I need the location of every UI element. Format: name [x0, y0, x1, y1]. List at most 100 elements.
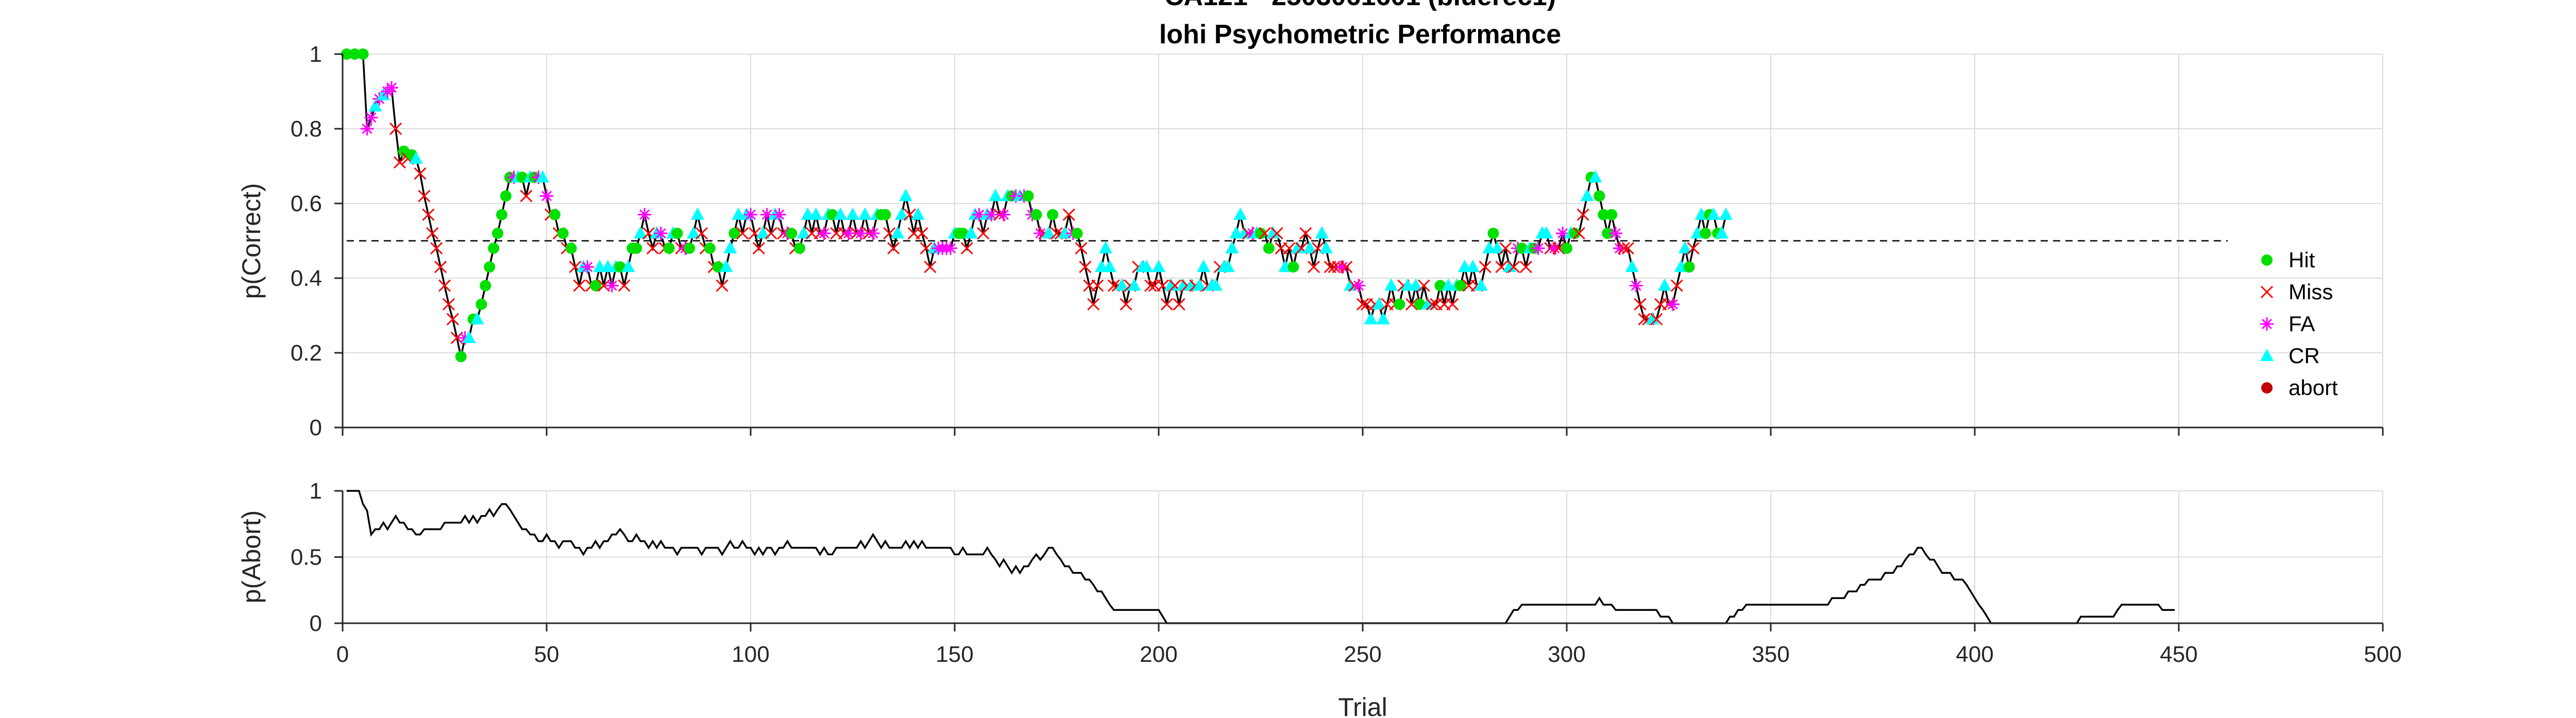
x-tick-label: 300: [1548, 642, 1585, 667]
miss-marker: [1621, 242, 1634, 255]
miss-marker: [1062, 208, 1075, 221]
x-ticks: 0 50 100 150 200 250 300 350 400 450 500: [336, 642, 2402, 667]
miss-marker: [1270, 227, 1283, 240]
miss-marker: [977, 227, 990, 240]
fa-marker: [605, 279, 619, 293]
cr-marker: [809, 207, 823, 220]
fa-marker: [1352, 279, 1366, 293]
cr-marker: [964, 226, 978, 238]
cr-marker: [1364, 312, 1378, 324]
miss-marker: [438, 279, 451, 292]
fa-marker: [1033, 227, 1047, 240]
y-tick-label: 0.4: [291, 266, 322, 291]
hit-marker: [590, 280, 602, 292]
hit-marker: [492, 228, 503, 239]
miss-marker: [418, 190, 431, 202]
miss-marker: [1356, 298, 1369, 311]
x-tick-label: 500: [2364, 642, 2401, 667]
hit-marker: [2261, 254, 2273, 266]
cr-marker: [1715, 226, 1728, 238]
hit-marker: [631, 243, 642, 254]
cr-marker: [634, 226, 648, 238]
cr-marker: [723, 241, 737, 253]
hit-marker: [476, 298, 487, 310]
hit-marker: [1394, 298, 1405, 310]
hit-marker: [480, 280, 492, 292]
cr-marker: [1266, 226, 1280, 238]
fa-marker: [817, 227, 831, 240]
p-correct-axis-label: p(Correct): [237, 183, 266, 299]
performance-axes: 0 0.2 0.4 0.6 0.8 1 p(Correct) Hit Miss FA CR abo…: [237, 42, 2384, 440]
hit-marker: [1030, 209, 1042, 220]
fa-marker: [458, 331, 472, 345]
miss-marker: [1479, 261, 1492, 273]
miss-marker: [1075, 242, 1088, 255]
miss-marker: [1519, 261, 1532, 273]
hit-marker: [349, 48, 361, 60]
cr-marker: [1678, 241, 1692, 253]
abort-axis-lines: [334, 490, 2384, 631]
cr-marker: [1115, 278, 1129, 291]
hit-marker: [1561, 243, 1572, 254]
fa-marker: [581, 260, 595, 274]
x-tick-label: 100: [732, 642, 769, 667]
cr-marker: [1376, 312, 1390, 324]
fa-marker: [1009, 189, 1023, 203]
hit-marker: [1071, 228, 1083, 239]
miss-marker: [422, 208, 435, 221]
hit-marker: [728, 228, 740, 239]
cr-marker: [1127, 278, 1141, 291]
hit-marker: [549, 209, 561, 220]
miss-marker: [916, 227, 928, 240]
cr-marker: [1719, 207, 1733, 220]
hit-marker: [1569, 228, 1581, 239]
y-tick-label: 0.5: [291, 545, 322, 570]
hit-marker: [879, 209, 891, 220]
cr-marker: [1580, 189, 1594, 201]
cr-marker: [911, 207, 925, 220]
cr-marker: [719, 260, 733, 272]
y-tick-label: 0.2: [291, 340, 322, 366]
fa-marker: [772, 208, 786, 221]
miss-marker: [1446, 298, 1459, 311]
fa-marker: [1246, 227, 1260, 240]
cr-marker: [895, 207, 909, 220]
miss-marker: [1634, 298, 1647, 311]
cr-marker: [1099, 241, 1113, 253]
miss-marker: [573, 279, 586, 292]
cr-marker: [1140, 260, 1154, 272]
legend: Hit Miss FA CR abort: [2260, 248, 2338, 400]
fa-marker: [854, 227, 868, 240]
miss-marker: [1687, 242, 1700, 255]
hit-marker: [1455, 280, 1467, 292]
miss-marker: [1144, 279, 1157, 292]
y-tick-label: 0: [310, 415, 322, 440]
miss-marker: [1617, 242, 1630, 255]
cr-marker: [1372, 297, 1386, 310]
x-tick-label: 0: [336, 642, 349, 667]
fa-marker: [1548, 242, 1562, 255]
miss-marker: [1417, 279, 1430, 292]
cr-marker: [1625, 260, 1639, 272]
hit-marker: [496, 209, 507, 220]
fa-marker: [866, 227, 880, 240]
y-tick-label: 0.6: [291, 191, 322, 216]
miss-marker: [1307, 261, 1320, 273]
miss-marker: [2260, 285, 2274, 299]
hit-marker: [1598, 209, 1609, 220]
legend-label: Miss: [2289, 280, 2333, 304]
abort-axes: 00.51 0 50 100 150 200 250 300 350 400 450 500 p(A…: [237, 478, 2402, 718]
fa-marker: [972, 208, 986, 221]
cr-marker: [891, 226, 905, 238]
cr-marker: [1209, 278, 1223, 291]
trial-axis-label: Trial: [1338, 693, 1387, 718]
cr-marker: [1238, 226, 1251, 238]
miss-marker: [430, 242, 443, 255]
p-abort-axis-label: p(Abort): [237, 510, 266, 604]
cr-marker: [1539, 226, 1553, 238]
miss-marker: [618, 279, 631, 292]
cr-marker: [834, 207, 848, 220]
x-tick-label: 50: [534, 642, 560, 667]
miss-marker: [1091, 279, 1104, 292]
cr-marker: [1421, 297, 1435, 310]
